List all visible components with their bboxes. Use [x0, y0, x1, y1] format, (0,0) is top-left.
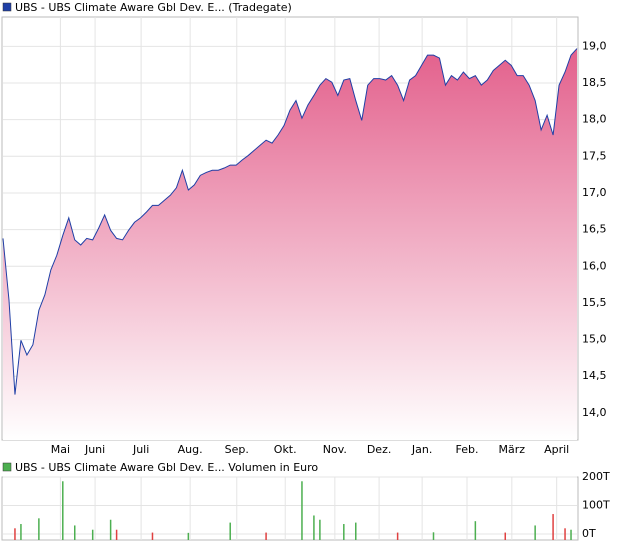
y-tick-label: 17,5: [582, 149, 607, 162]
volume-bar: [91, 529, 94, 540]
volume-bar: [62, 481, 64, 540]
y-tick-label: 19,0: [582, 39, 607, 52]
volume-bar: [20, 524, 22, 540]
volume-bar: [265, 532, 267, 540]
x-tick-label: Okt.: [274, 443, 297, 456]
x-tick-label: Aug.: [178, 443, 203, 456]
y-tick-label: 16,0: [582, 259, 607, 272]
volume-bar: [504, 532, 506, 540]
x-tick-label: März: [499, 443, 526, 456]
volume-bar: [396, 532, 399, 540]
volume-bar: [534, 525, 536, 540]
y-tick-label: 16,5: [582, 223, 607, 236]
plot-frame: [1, 476, 579, 541]
volume-bar: [343, 524, 345, 540]
volume-bar: [301, 481, 303, 540]
y-tick-label: 17,0: [582, 186, 607, 199]
volume-bar: [570, 529, 572, 540]
y-tick-label: 15,5: [582, 296, 607, 309]
x-tick-label: Sep.: [225, 443, 249, 456]
legend-swatch: [2, 2, 12, 12]
volume-bar: [151, 532, 154, 540]
y-tick-label: 200T: [582, 470, 610, 483]
y-tick-label: 18,0: [582, 113, 607, 126]
legend-label: UBS - UBS Climate Aware Gbl Dev. E... (T…: [15, 1, 292, 14]
volume-bar: [432, 532, 435, 540]
x-tick-label: Jan.: [411, 443, 432, 456]
volume-bar: [229, 522, 231, 540]
volume-bar: [319, 519, 321, 540]
volume-bar: [187, 532, 190, 540]
volume-bar: [313, 515, 315, 540]
legend-label: UBS - UBS Climate Aware Gbl Dev. E... Vo…: [15, 461, 318, 474]
x-tick-label: April: [544, 443, 569, 456]
x-tick-label: Feb.: [455, 443, 478, 456]
volume-bar: [552, 514, 554, 540]
price-line: [2, 48, 578, 395]
y-tick-label: 18,5: [582, 76, 607, 89]
x-tick-label: Juli: [132, 443, 149, 456]
volume-bar: [474, 521, 477, 540]
y-tick-label: 14,0: [582, 406, 607, 419]
y-tick-label: 14,5: [582, 369, 607, 382]
price-area: [3, 48, 577, 440]
legend-swatch: [2, 462, 12, 472]
x-tick-label: Juni: [84, 443, 105, 456]
y-tick-label: 15,0: [582, 333, 607, 346]
x-tick-label: Dez.: [367, 443, 392, 456]
volume-bar: [115, 529, 118, 540]
volume-bar: [74, 525, 76, 540]
x-tick-label: Mai: [51, 443, 70, 456]
volume-bar: [564, 528, 566, 540]
y-tick-label: 0T: [582, 527, 596, 540]
y-tick-label: 100T: [582, 499, 610, 512]
volume-bar: [14, 528, 16, 540]
volume-bar: [109, 519, 112, 540]
volume-bar: [355, 522, 357, 540]
volume-bar: [38, 518, 40, 540]
x-tick-label: Nov.: [323, 443, 347, 456]
